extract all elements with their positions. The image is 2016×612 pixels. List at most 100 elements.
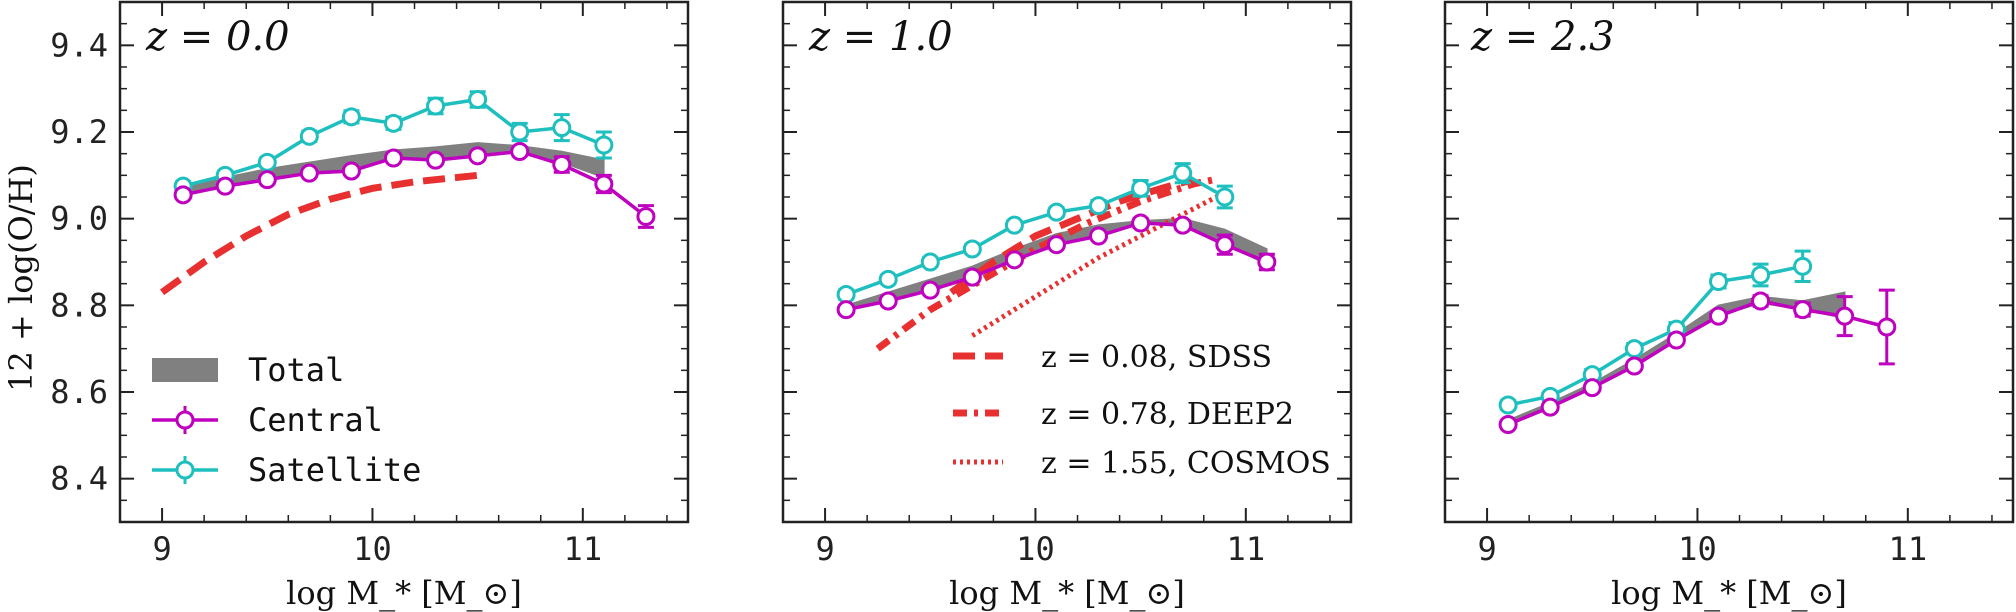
data-point: [1793, 300, 1813, 320]
legend-label: z = 0.78, DEEP2: [1041, 397, 1294, 432]
x-tick-label: 9: [152, 530, 171, 568]
data-point: [1666, 330, 1686, 350]
panels: 9 10 11 8.4 8.6 8.8 9.0 9.2 9.4 z = 0.0 log M_* [M…: [50, 0, 2015, 612]
data-point: [215, 176, 235, 196]
plot-frame: [118, 0, 690, 524]
x-tick-label: 10: [1678, 530, 1717, 568]
data-point: [468, 90, 488, 109]
plot-frame: [781, 0, 1353, 524]
data-point: [510, 142, 530, 161]
data-point: [1751, 291, 1771, 311]
data-point: [962, 267, 982, 287]
data-point: [1215, 187, 1235, 207]
legend-label: Satellite: [248, 451, 421, 489]
central-series: [1498, 288, 1897, 434]
data-point: [594, 135, 614, 155]
panel-3: 9 10 11 z = 2.3 log M_* [M_⊙]: [1443, 0, 2015, 612]
series-line: [1507, 299, 1888, 427]
data-point: [1089, 226, 1109, 246]
data-point: [1835, 306, 1855, 326]
data-point: [1877, 317, 1897, 337]
y-tick-label: 9.2: [50, 113, 108, 151]
data-point: [836, 300, 856, 320]
data-point: [1793, 256, 1813, 276]
data-point: [1173, 163, 1193, 183]
data-point: [1173, 215, 1193, 235]
obs-dashdot-curve: [875, 176, 1215, 352]
x-tick-label: 11: [564, 530, 603, 568]
data-point: [1004, 215, 1024, 235]
data-point: [299, 126, 319, 146]
data-point: [299, 163, 319, 183]
data-point: [1751, 265, 1771, 285]
central-series: [836, 213, 1277, 320]
data-point: [594, 174, 614, 194]
data-point: [878, 269, 898, 289]
data-point: [383, 113, 403, 133]
legend-total-swatch: [152, 358, 218, 382]
data-point: [1708, 272, 1728, 291]
y-tick-label: 9.4: [50, 26, 108, 64]
panel-title: z = 1.0: [808, 14, 953, 60]
data-point: [1540, 397, 1560, 417]
data-point: [552, 118, 572, 138]
x-tick-label: 9: [1477, 530, 1496, 568]
data-point: [341, 107, 361, 127]
obs-dashed-curve: [160, 171, 478, 296]
panel-1: 9 10 11 8.4 8.6 8.8 9.0 9.2 9.4 z = 0.0 log M_* [M…: [50, 0, 690, 612]
y-tick-label: 8.6: [50, 373, 108, 411]
data-point: [1257, 252, 1277, 272]
data-point: [1498, 395, 1518, 415]
data-point: [426, 150, 446, 170]
data-point: [257, 152, 277, 172]
data-point: [878, 291, 898, 311]
data-point: [920, 252, 940, 272]
data-point: [920, 280, 940, 300]
data-point: [636, 207, 656, 226]
data-point: [1708, 306, 1728, 326]
panel-2: 9 10 11 z = 1.0 log M_* [M_⊙] z = 0.08, SDSS z…: [781, 0, 1353, 612]
data-point: [173, 185, 193, 205]
panel-title: z = 2.3: [1470, 14, 1615, 60]
data-point: [962, 239, 982, 259]
data-point: [1131, 213, 1151, 233]
legend-label: Central: [248, 401, 383, 439]
data-point: [1215, 235, 1235, 255]
data-point: [1498, 415, 1518, 434]
legend-label: z = 0.08, SDSS: [1041, 340, 1272, 375]
x-tick-label: 11: [1227, 530, 1266, 568]
data-point: [383, 148, 403, 168]
y-tick-label: 8.8: [50, 286, 108, 324]
data-point: [1046, 202, 1066, 222]
legend-marker: [175, 410, 195, 430]
legend-label: Total: [248, 351, 344, 389]
data-point: [1624, 339, 1644, 359]
x-axis-label: log M_* [M_⊙]: [286, 574, 522, 612]
x-axis-label: log M_* [M_⊙]: [1611, 574, 1847, 612]
central-series: [173, 142, 656, 229]
panel-title: z = 0.0: [145, 14, 290, 60]
data-point: [1582, 378, 1602, 398]
satellite-series: [1498, 249, 1813, 415]
x-tick-label: 10: [1016, 530, 1055, 568]
series-line: [845, 171, 1226, 297]
plot-frame: [1443, 0, 2015, 524]
legend-label: z = 1.55, COSMOS: [1041, 446, 1331, 481]
data-point: [341, 161, 361, 181]
x-tick-label: 9: [815, 530, 834, 568]
x-axis-label: log M_* [M_⊙]: [949, 574, 1185, 612]
data-point: [1004, 250, 1024, 270]
x-tick-label: 11: [1889, 530, 1928, 568]
data-point: [1089, 196, 1109, 216]
data-point: [257, 170, 277, 190]
y-axis-label: 12 + log(O/H): [2, 164, 40, 392]
data-point: [1046, 235, 1066, 255]
legend-marker: [175, 460, 195, 480]
data-point: [468, 146, 488, 166]
data-point: [836, 285, 856, 304]
data-point: [1131, 178, 1151, 198]
data-point: [426, 96, 446, 116]
data-point: [1624, 356, 1644, 376]
x-tick-label: 10: [353, 530, 392, 568]
